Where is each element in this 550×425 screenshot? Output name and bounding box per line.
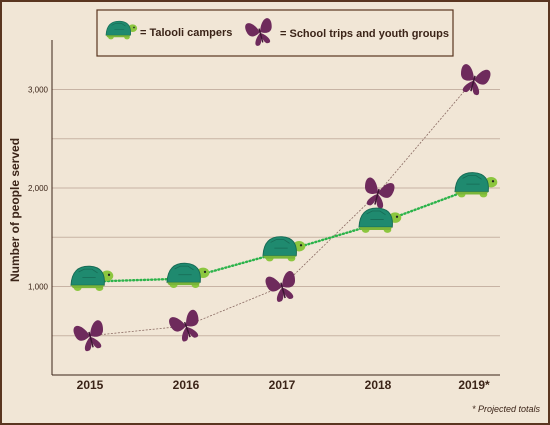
school-trips-point xyxy=(169,309,199,342)
x-tick-label: 2016 xyxy=(173,378,200,392)
campers-point xyxy=(358,207,402,233)
turtle-icon xyxy=(105,20,138,40)
series-markers xyxy=(70,64,498,352)
x-tick-label: 2018 xyxy=(365,378,392,392)
campers-point xyxy=(166,262,210,289)
legend-turtle-icon xyxy=(105,20,138,40)
y-tick-labels: 1,000 2,000 3,000 xyxy=(28,86,49,292)
y-axis-label: Number of people served xyxy=(8,138,22,282)
legend-entry-campers: = Talooli campers xyxy=(140,27,232,39)
campers-point xyxy=(70,265,114,291)
legend: = Talooli campers = School trips and you… xyxy=(96,9,454,57)
legend-entry-school-trips: = School trips and youth groups xyxy=(280,28,449,40)
butterfly-icon xyxy=(245,18,272,46)
campers-point xyxy=(262,236,306,262)
campers-point xyxy=(454,172,498,198)
legend-butterfly-icon xyxy=(245,18,272,46)
y-tick-label: 3,000 xyxy=(28,86,49,95)
footnote: * Projected totals xyxy=(472,404,541,414)
x-tick-labels: 2015 2016 2017 2018 2019* xyxy=(77,378,490,392)
x-tick-label: 2019* xyxy=(458,378,490,392)
school-trips-point xyxy=(73,320,104,352)
legend-box xyxy=(96,9,454,57)
x-tick-label: 2017 xyxy=(269,378,296,392)
school-trips-point xyxy=(460,64,491,96)
school-trips-point xyxy=(265,271,296,302)
y-tick-label: 2,000 xyxy=(28,184,49,193)
x-tick-label: 2015 xyxy=(77,378,104,392)
gridlines xyxy=(52,89,500,337)
y-tick-label: 1,000 xyxy=(28,283,49,292)
campers-line xyxy=(88,186,476,283)
school-trips-point xyxy=(364,177,395,209)
